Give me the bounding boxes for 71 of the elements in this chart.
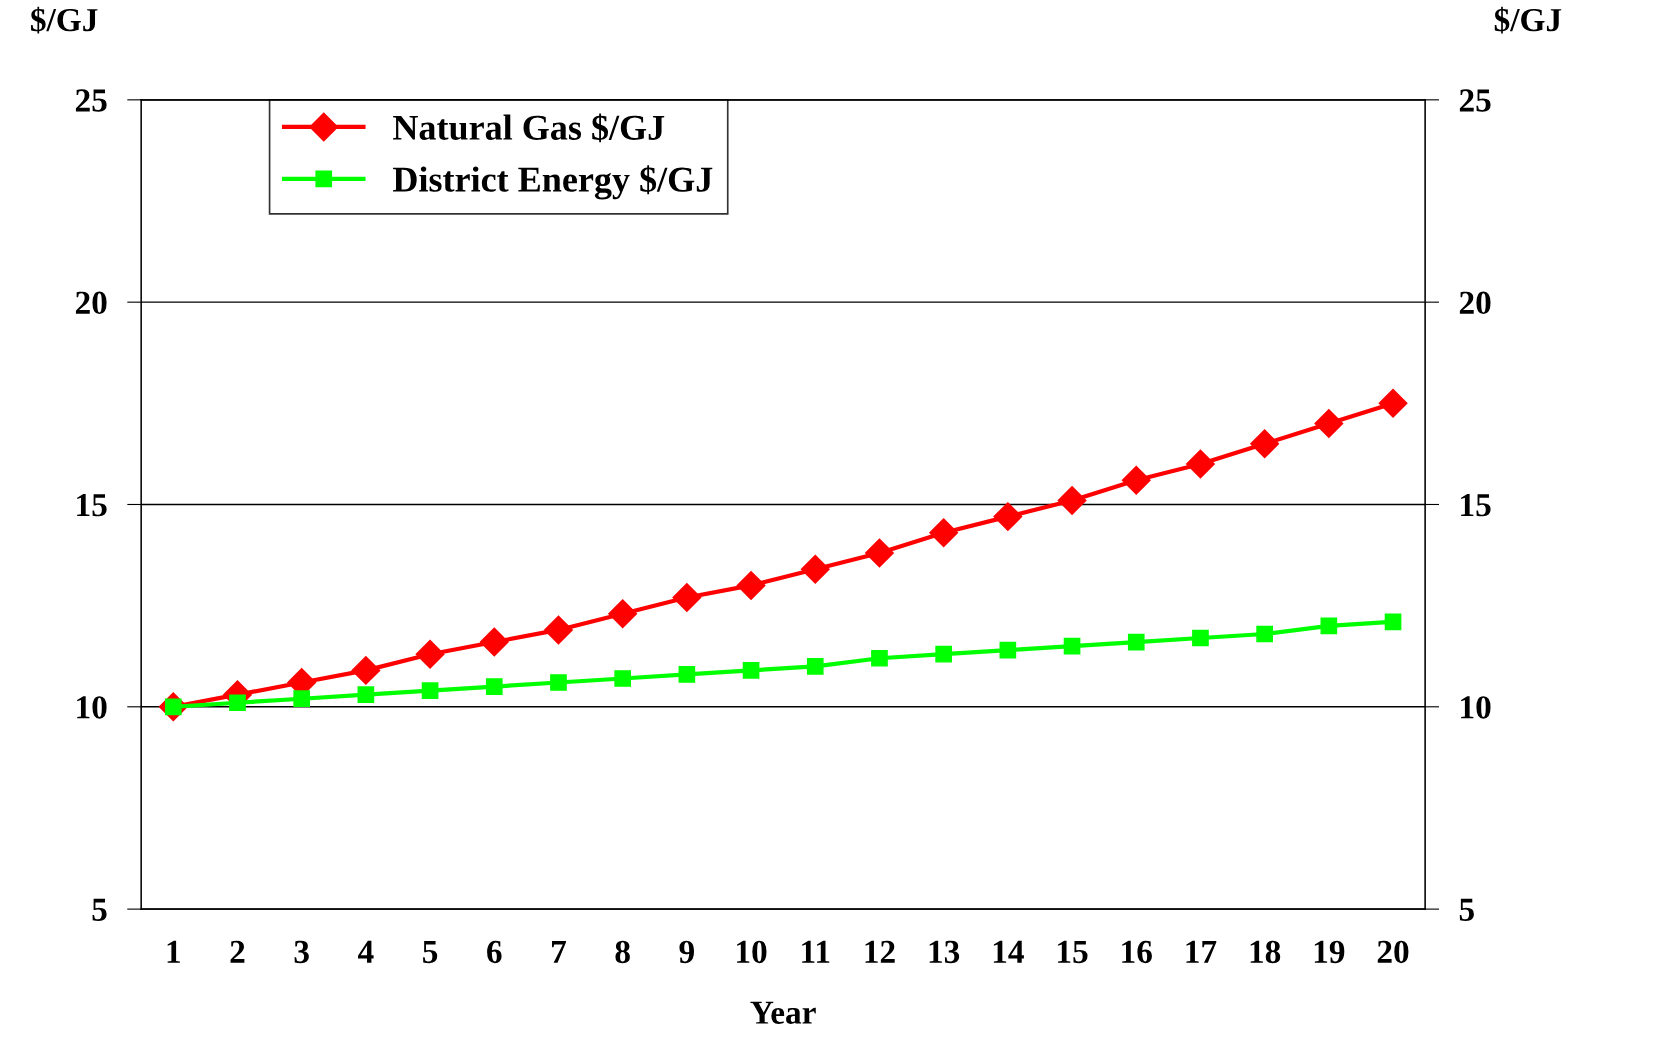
point (1063, 637, 1081, 655)
x-tick-label: 19 (1314, 940, 1345, 964)
x-tick-label: 7 (552, 940, 566, 963)
x-tick-label: 4 (358, 940, 374, 963)
legend-label: District Energy $/GJ (393, 165, 713, 200)
point (485, 678, 503, 695)
point (800, 554, 830, 584)
x-tick-label: 10 (737, 940, 767, 964)
x-tick-label: 16 (1122, 940, 1152, 964)
x-axis-title: Year (750, 1001, 816, 1024)
point (550, 674, 567, 691)
point (293, 690, 311, 708)
x-tick-label: 11 (802, 940, 830, 963)
point (993, 502, 1023, 532)
point (929, 518, 959, 548)
point (871, 649, 888, 667)
point (1192, 629, 1209, 647)
point (1121, 465, 1151, 495)
y2-axis-title: $/GJ (1494, 6, 1562, 34)
point (1256, 625, 1273, 643)
y-tick-label: 20 (75, 291, 107, 315)
point (999, 641, 1017, 659)
point (357, 686, 375, 703)
x-tick-label: 20 (1377, 940, 1409, 964)
x-tick-label: 14 (993, 940, 1024, 963)
x-tick-label: 9 (679, 940, 694, 964)
point (935, 645, 952, 663)
point (421, 682, 439, 699)
point (672, 583, 702, 612)
point (1127, 633, 1145, 651)
x-tick-label: 13 (929, 940, 960, 964)
y2-tick-label: 15 (1461, 494, 1491, 517)
x-tick-label: 1 (167, 940, 180, 963)
y-tick-label: 5 (92, 898, 107, 922)
point (1250, 429, 1280, 459)
point (415, 639, 445, 669)
point (1320, 617, 1338, 635)
point (351, 655, 381, 685)
x-tick-label: 2 (230, 940, 245, 963)
point (479, 627, 509, 657)
point (865, 538, 894, 568)
x-tick-label: 6 (487, 940, 502, 964)
x-tick-label: 3 (294, 940, 309, 964)
point (1378, 388, 1408, 418)
point (229, 694, 246, 712)
x-tick-label: 12 (865, 940, 895, 963)
y2-tick-label: 5 (1459, 898, 1474, 922)
y-tick-label: 25 (75, 89, 107, 112)
x-tick-label: 17 (1186, 940, 1217, 963)
x-tick-label: 18 (1250, 940, 1281, 964)
legend-label: Natural Gas $/GJ (393, 113, 665, 143)
point (806, 657, 824, 675)
y-axis-title: $/GJ (31, 6, 98, 34)
point (608, 599, 638, 629)
x-tick-label: 8 (615, 940, 630, 964)
point (736, 570, 766, 600)
point (1057, 485, 1087, 515)
y-tick-label: 15 (77, 494, 107, 517)
y2-tick-label: 25 (1459, 89, 1491, 112)
y2-tick-label: 20 (1459, 291, 1491, 315)
point (544, 615, 573, 645)
point (678, 666, 696, 683)
y-tick-label: 10 (77, 696, 107, 719)
point (1186, 449, 1215, 479)
point (742, 662, 760, 679)
x-tick-label: 15 (1058, 940, 1088, 964)
point (614, 670, 632, 687)
point (1384, 613, 1402, 631)
point (1314, 409, 1344, 438)
x-tick-label: 5 (423, 940, 438, 964)
y2-tick-label: 10 (1461, 696, 1491, 719)
